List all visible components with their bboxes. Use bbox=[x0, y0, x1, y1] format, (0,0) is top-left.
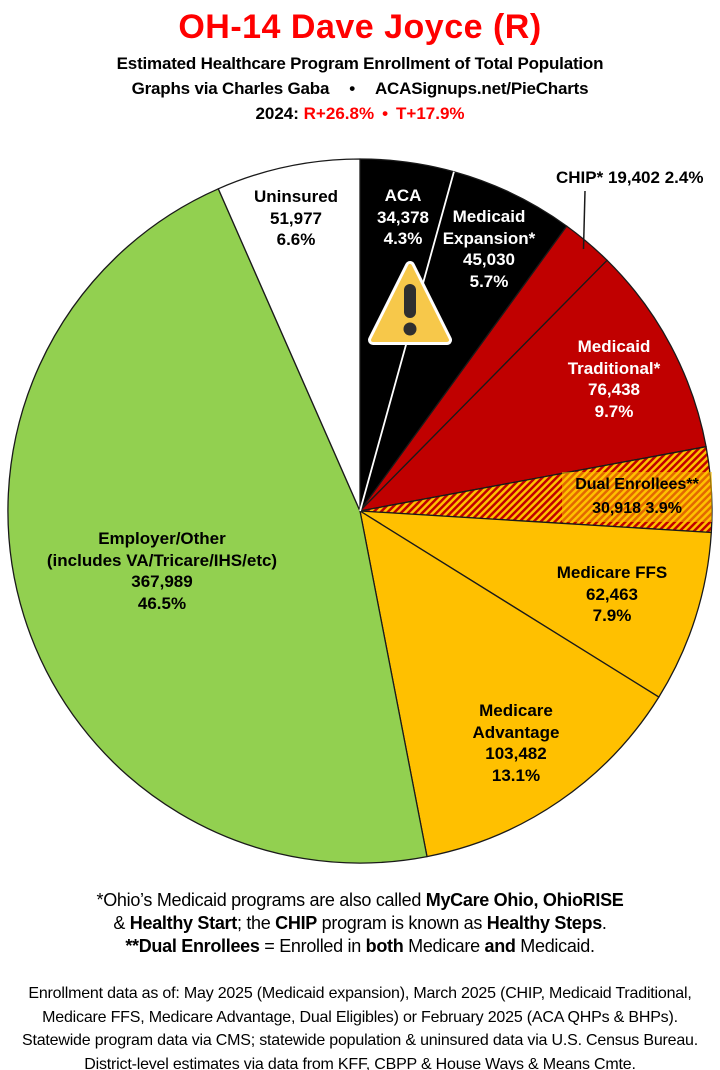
slice-label-medicaid-expansion: Medicaid Expansion* 45,030 5.7% bbox=[442, 207, 536, 291]
slice-label-medicare-advantage: Medicare Advantage 103,482 13.1% bbox=[472, 701, 560, 785]
bullet-separator: • bbox=[349, 79, 355, 98]
slice-label-aca: ACA 34,378 4.3% bbox=[377, 186, 429, 248]
election-year-label: 2024: bbox=[255, 104, 299, 123]
pie-slice-uninsured bbox=[217, 158, 361, 512]
slice-label-employer-other: Employer/Other (includes VA/Tricare/IHS/… bbox=[46, 529, 278, 613]
slice-label-chip: CHIP* 19,402 2.4% bbox=[556, 168, 704, 187]
pie-slice-medicare-ffs bbox=[359, 510, 712, 698]
election-t-margin: T+17.9% bbox=[396, 104, 465, 123]
warning-icon bbox=[368, 261, 452, 345]
election-results-line: 2024: R+26.8% • T+17.9% bbox=[0, 104, 720, 124]
election-r-margin: R+26.8% bbox=[303, 104, 375, 123]
slice-label-uninsured: Uninsured 51,977 6.6% bbox=[253, 187, 339, 249]
pie-slice-employer-other bbox=[7, 188, 428, 864]
slice-label-dual-enrollees: Dual Enrollees** 30,918 3.9% bbox=[562, 472, 712, 522]
chip-leader-line bbox=[582, 190, 586, 250]
pie-slice-medicare-advantage bbox=[359, 510, 660, 858]
program-name-footnote: *Ohio’s Medicaid programs are also calle… bbox=[96, 890, 624, 956]
credit-line: Graphs via Charles Gaba • ACASignups.net/P… bbox=[0, 79, 720, 99]
page-title: OH-14 Dave Joyce (R) bbox=[178, 8, 542, 46]
pie-slice-medicaid-expansion bbox=[359, 171, 568, 512]
slice-label-medicaid-traditional: Medicaid Traditional* 76,438 9.7% bbox=[567, 337, 661, 421]
slice-label-medicare-ffs: Medicare FFS 62,463 7.9% bbox=[556, 563, 668, 625]
credit-site: ACASignups.net/PieCharts bbox=[374, 79, 589, 98]
pie-slice-medicaid-traditional bbox=[359, 259, 707, 512]
credit-author: Graphs via Charles Gaba bbox=[131, 79, 330, 98]
bullet-separator: • bbox=[382, 104, 389, 123]
page-subtitle: Estimated Healthcare Program Enrollment … bbox=[116, 54, 604, 73]
data-sources-footnote: Enrollment data as of: May 2025 (Medicai… bbox=[21, 985, 698, 1070]
